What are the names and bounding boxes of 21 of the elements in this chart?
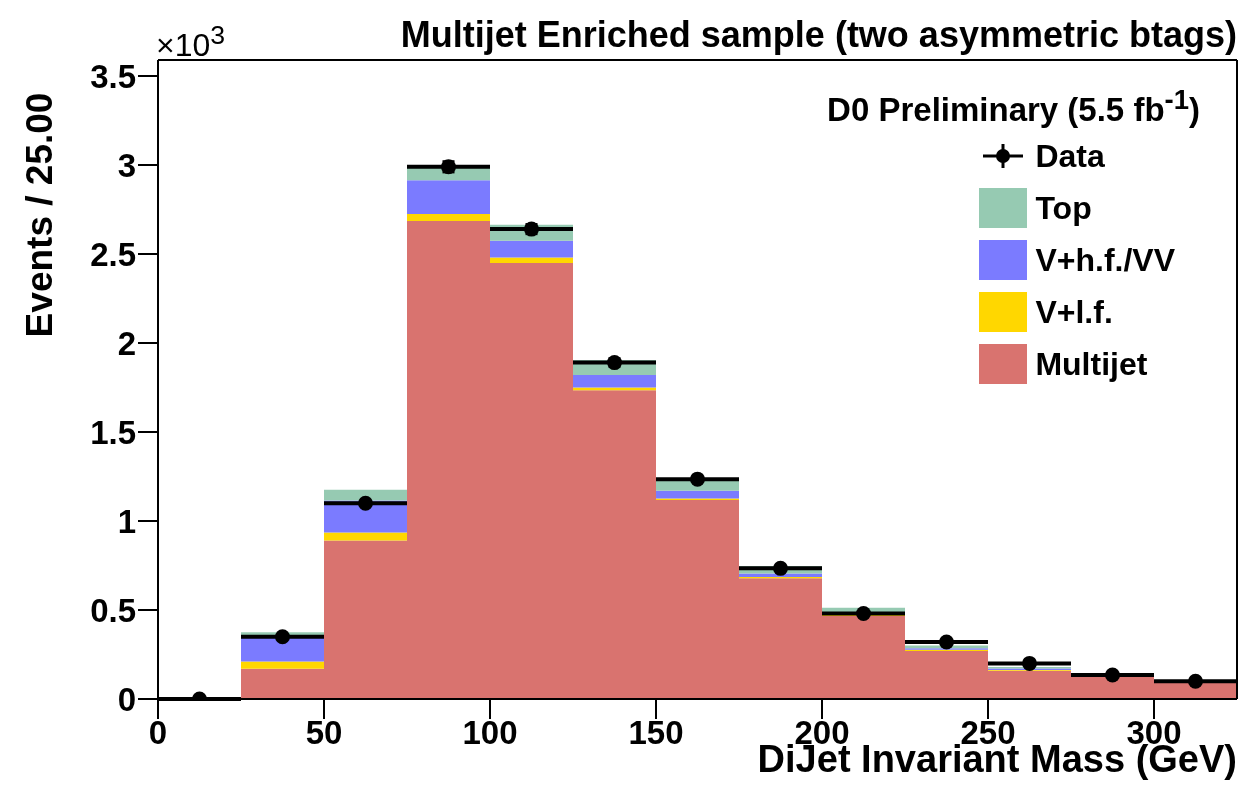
y-tick-label: 2 xyxy=(117,324,136,362)
chart-title: Multijet Enriched sample (two asymmetric btags) xyxy=(400,14,1237,56)
legend-label: Data xyxy=(1035,137,1105,176)
legend-label: V+l.f. xyxy=(1035,293,1113,332)
y-tick-label: 1 xyxy=(117,502,136,540)
y-tick-label: 0 xyxy=(117,680,136,718)
x-tick-label: 0 xyxy=(148,714,168,752)
y-tick-label: 3.5 xyxy=(90,57,136,95)
annotation: ×10$^{3}$ xyxy=(156,20,226,64)
x-tick-label: 50 xyxy=(305,714,343,752)
y-tick-label: 0.5 xyxy=(90,591,136,629)
y-tick-label: 2.5 xyxy=(90,235,136,273)
legend-label: Top xyxy=(1035,189,1092,228)
legend-label: V+h.f./VV xyxy=(1035,241,1175,280)
annotation: D0 Preliminary (5.5 fb$^{-1}$) xyxy=(827,84,1200,129)
y-tick-label: 1.5 xyxy=(90,413,136,451)
y-axis-title: Events / 25.00 xyxy=(19,92,60,338)
legend-label: Multijet xyxy=(1035,345,1148,384)
y-tick-label: 3 xyxy=(117,146,136,184)
x-tick-label: 150 xyxy=(628,714,684,752)
x-tick-label: 100 xyxy=(462,714,518,752)
